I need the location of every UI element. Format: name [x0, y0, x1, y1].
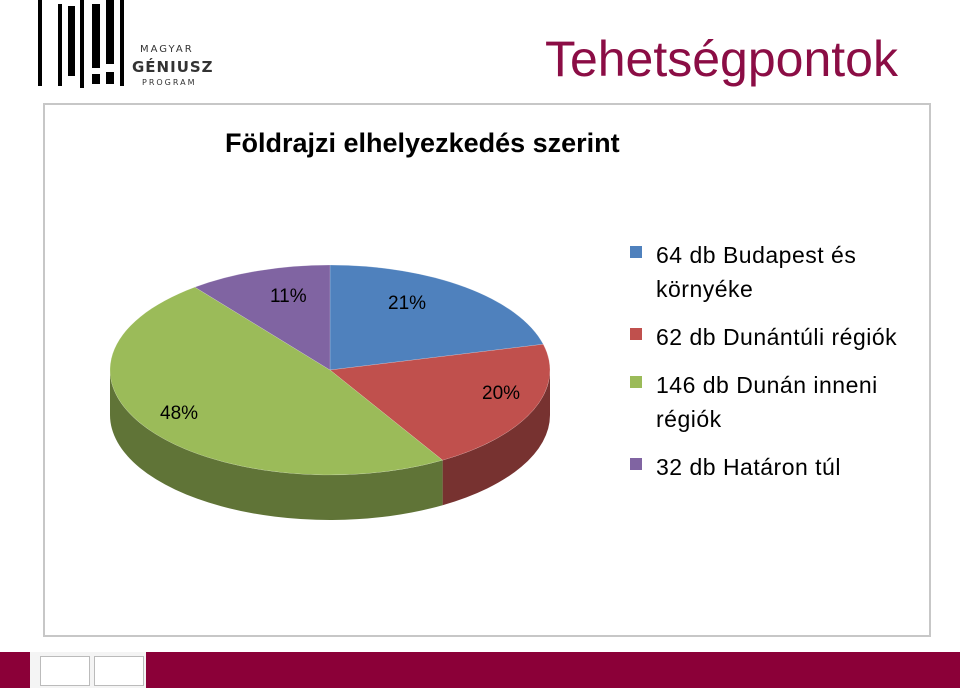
pie-slice-hataron-tul	[194, 264, 331, 371]
legend-swatch	[630, 246, 642, 258]
page-title: Tehetségpontok	[544, 31, 898, 87]
eu-flag-logo	[94, 656, 144, 686]
logo-line-3: PROGRAM	[142, 78, 197, 87]
logo-line-2: GÉNIUSZ	[132, 58, 214, 76]
legend-item-dunantul: 62 db Dunántúli régiók	[630, 320, 920, 354]
percent-label-budapest: 21%	[388, 293, 427, 314]
footer-bar	[146, 652, 960, 688]
footer-strip	[0, 652, 30, 688]
pie-slice-budapest	[329, 264, 544, 371]
chart-legend: 64 db Budapest és környéke 62 db Dunántú…	[630, 238, 920, 498]
pie-slice-side-dunantul	[442, 370, 550, 506]
legend-item-dunan-innen: 146 db Dunán inneni régiók	[630, 368, 920, 436]
legend-item-budapest: 64 db Budapest és környéke	[630, 238, 920, 306]
pie-slice-side-dunan-innen	[110, 370, 443, 520]
chart-title: Földrajzi elhelyezkedés szerint	[225, 128, 620, 158]
legend-label: 64 db Budapest és környéke	[656, 242, 857, 302]
legend-label: 62 db Dunántúli régiók	[656, 324, 898, 350]
percent-label-hataron-tul: 11%	[270, 286, 307, 307]
pie-slice-dunantul	[329, 343, 551, 461]
legend-item-hataron-tul: 32 db Határon túl	[630, 450, 920, 484]
legend-swatch	[630, 328, 642, 340]
legend-label: 32 db Határon túl	[656, 454, 841, 480]
pie-slice-dunan-innen	[109, 286, 444, 476]
legend-swatch	[630, 458, 642, 470]
percent-label-dunan-innen: 48%	[160, 403, 199, 424]
percent-label-dunantul: 20%	[482, 383, 521, 404]
magyar-geniusz-logo: MAGYAR GÉNIUSZ PROGRAM	[36, 0, 236, 92]
legend-label: 146 db Dunán inneni régiók	[656, 372, 878, 432]
partner-logo	[40, 656, 90, 686]
legend-swatch	[630, 376, 642, 388]
logo-bars-graphic	[38, 0, 124, 88]
logo-line-1: MAGYAR	[140, 44, 194, 55]
